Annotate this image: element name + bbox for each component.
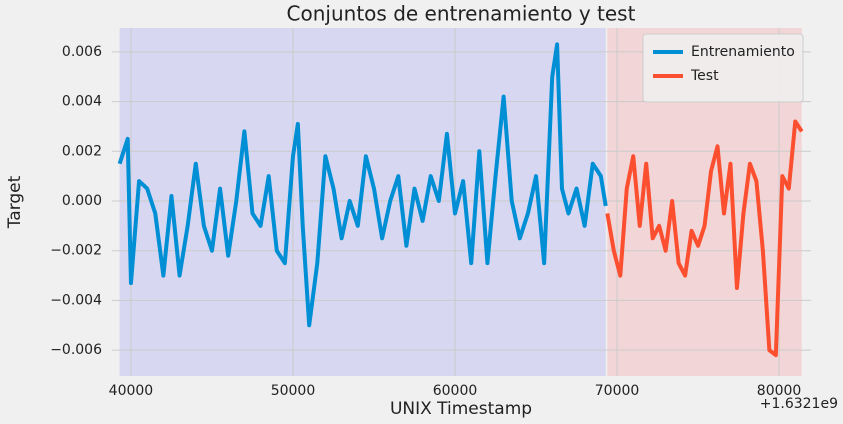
y-tick-label: 0.002 bbox=[62, 143, 102, 159]
x-tick-label: 40000 bbox=[109, 383, 154, 399]
x-axis-label: UNIX Timestamp bbox=[390, 399, 532, 419]
y-tick-label: 0.004 bbox=[62, 94, 102, 110]
x-tick-label: 80000 bbox=[757, 383, 802, 399]
y-tick-label: −0.004 bbox=[50, 292, 102, 308]
y-tick-label: −0.002 bbox=[50, 243, 102, 259]
plot-area: Entrenamiento Test bbox=[112, 28, 811, 376]
y-tick-label: −0.006 bbox=[50, 342, 102, 358]
x-tick-label: 50000 bbox=[271, 383, 316, 399]
y-tick-label: 0.000 bbox=[62, 193, 102, 209]
series-line bbox=[605, 119, 804, 358]
x-tick-label: 60000 bbox=[433, 383, 478, 399]
series-line bbox=[117, 42, 608, 328]
y-axis-label: Target bbox=[5, 175, 25, 229]
y-tick-label: 0.006 bbox=[62, 44, 102, 60]
legend-label: Entrenamiento bbox=[691, 44, 795, 60]
x-offset-label: +1.6321e9 bbox=[760, 396, 838, 412]
x-tick-label: 70000 bbox=[595, 383, 640, 399]
legend-label: Test bbox=[690, 68, 719, 84]
chart-title: Conjuntos de entrenamiento y test bbox=[287, 2, 636, 26]
